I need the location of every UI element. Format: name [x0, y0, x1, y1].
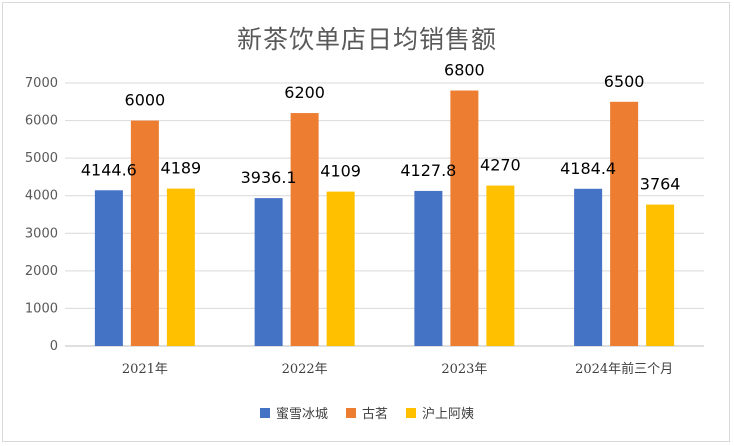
- y-tick-label: 2000: [25, 264, 58, 279]
- y-tick-label: 3000: [25, 226, 58, 241]
- x-tick-label: 2021年: [122, 362, 168, 377]
- bar: [574, 188, 603, 346]
- data-label: 6200: [284, 83, 325, 102]
- legend: 蜜雪冰城 古茗 沪上阿姨: [260, 406, 474, 422]
- gridlines: [65, 82, 704, 347]
- data-label: 4127.8: [400, 161, 456, 180]
- x-axis-ticks: 2021年 2022年 2023年 2024年前三个月: [122, 361, 673, 377]
- data-label: 6500: [604, 72, 645, 91]
- bar: [290, 113, 319, 346]
- y-tick-label: 6000: [25, 114, 58, 129]
- y-tick-label: 1000: [25, 301, 58, 316]
- chart-frame: 新茶饮单店日均销售额 0 1000 2000 3000 4000 5000 6000 7000…: [2, 2, 730, 442]
- bar: [254, 198, 283, 346]
- legend-item: 沪上阿姨: [406, 406, 474, 422]
- legend-label: 古茗: [362, 407, 388, 422]
- bar: [414, 190, 443, 346]
- y-tick-label: 7000: [25, 76, 58, 91]
- bar: [166, 188, 195, 346]
- bar-chart: 新茶饮单店日均销售额 0 1000 2000 3000 4000 5000 6000 7000…: [25, 25, 704, 422]
- bar: [610, 101, 639, 347]
- bar: [646, 204, 675, 346]
- bar: [130, 120, 159, 346]
- data-labels: 4144.6 6000 4189 3936.1 6200 4109 4127.8 6800 42…: [81, 61, 681, 194]
- legend-swatch: [406, 408, 416, 418]
- data-label: 4189: [161, 159, 202, 178]
- x-tick-label: 2023年: [441, 362, 487, 377]
- x-tick-label: 2024年前三个月: [575, 361, 673, 377]
- bars: [94, 90, 675, 347]
- legend-swatch: [346, 408, 356, 418]
- bar: [486, 185, 515, 346]
- y-tick-label: 4000: [25, 189, 58, 204]
- y-tick-label: 5000: [25, 151, 58, 166]
- data-label: 3936.1: [241, 168, 297, 187]
- chart-title: 新茶饮单店日均销售额: [237, 25, 497, 54]
- y-tick-label: 0: [50, 339, 58, 354]
- legend-label: 沪上阿姨: [422, 406, 474, 422]
- bar: [94, 190, 123, 346]
- data-label: 6800: [444, 61, 485, 80]
- data-label: 4109: [320, 162, 361, 181]
- bar: [450, 90, 479, 346]
- bar: [326, 191, 355, 346]
- legend-label: 蜜雪冰城: [276, 407, 328, 422]
- y-axis-ticks: 0 1000 2000 3000 4000 5000 6000 7000: [25, 76, 58, 354]
- x-tick-label: 2022年: [282, 362, 328, 377]
- data-label: 4184.4: [560, 159, 616, 178]
- data-label: 6000: [125, 91, 166, 110]
- data-label: 3764: [640, 175, 681, 194]
- legend-swatch: [260, 408, 270, 418]
- legend-item: 古茗: [346, 407, 388, 422]
- legend-item: 蜜雪冰城: [260, 407, 328, 422]
- data-label: 4270: [480, 156, 521, 175]
- data-label: 4144.6: [81, 160, 137, 179]
